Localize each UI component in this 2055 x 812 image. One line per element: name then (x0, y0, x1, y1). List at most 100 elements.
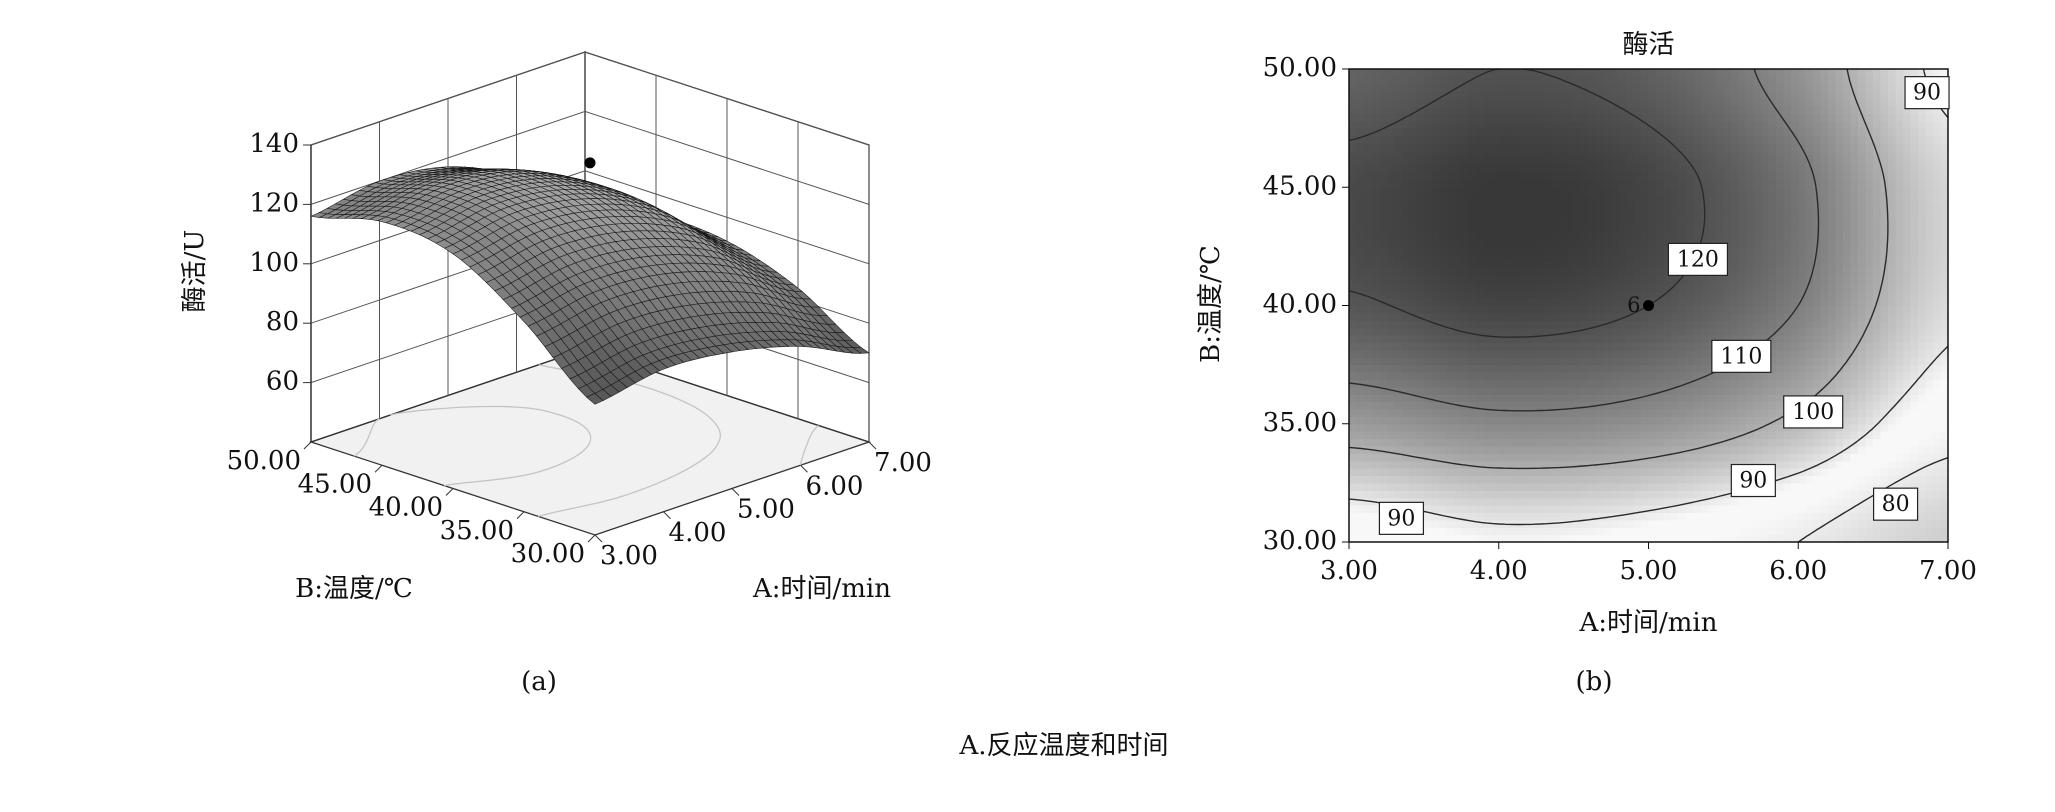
shade-cell (1581, 216, 1590, 225)
shade-cell (1940, 216, 1949, 225)
shade-cell (1663, 408, 1672, 417)
shade-cell (1685, 209, 1695, 218)
shade-cell (1813, 453, 1822, 462)
shade-cell (1641, 475, 1650, 484)
shade-cell (1903, 468, 1912, 477)
shade-cell (1820, 275, 1829, 284)
shade-cell (1678, 290, 1687, 299)
shade-cell (1805, 202, 1814, 211)
shade-cell (1895, 416, 1904, 425)
shade-cell (1813, 519, 1822, 528)
shade-cell (1416, 209, 1425, 218)
shade-cell (1603, 261, 1612, 270)
shade-cell (1378, 431, 1388, 440)
shade-cell (1371, 320, 1380, 329)
shade-cell (1940, 231, 1949, 240)
shade-cell (1536, 386, 1545, 395)
shade-cell (1566, 202, 1575, 211)
shade-cell (1918, 342, 1927, 351)
shade-cell (1933, 401, 1942, 410)
shade-cell (1730, 275, 1739, 284)
shade-cell (1408, 187, 1417, 196)
shade-cell (1745, 335, 1754, 344)
shade-cell (1378, 349, 1388, 358)
shade-cell (1356, 298, 1365, 307)
shade-cell (1423, 364, 1432, 373)
shade-cell (1798, 490, 1807, 499)
shade-cell (1738, 497, 1747, 506)
shade-cell (1521, 327, 1530, 336)
shade-cell (1596, 290, 1605, 299)
shade-cell (1641, 453, 1650, 462)
shade-cell (1858, 519, 1867, 528)
shade-cell (1581, 519, 1590, 528)
shade-cell (1566, 490, 1575, 499)
shade-cell (1685, 283, 1695, 292)
shade-cell (1611, 320, 1620, 329)
shade-cell (1349, 475, 1358, 484)
shade-cell (1708, 224, 1717, 233)
shade-cell (1693, 298, 1702, 307)
shade-cell (1349, 187, 1358, 196)
shade-cell (1745, 423, 1754, 432)
shade-cell (1581, 209, 1590, 218)
shade-cell (1363, 438, 1373, 447)
shade-cell (1700, 490, 1709, 499)
shade-cell (1715, 372, 1724, 381)
shade-cell (1626, 475, 1635, 484)
shade-cell (1903, 342, 1912, 351)
floor-contour (353, 405, 592, 487)
shade-cell (1888, 312, 1897, 321)
shade-cell (1423, 305, 1432, 314)
shade-cell (1611, 290, 1620, 299)
shade-cell (1363, 216, 1373, 225)
shade-cell (1393, 290, 1403, 299)
shade-cell (1349, 364, 1358, 373)
shade-cell (1888, 394, 1897, 403)
shade-cell (1933, 482, 1942, 491)
shade-cell (1431, 283, 1440, 292)
shade-cell (1573, 386, 1582, 395)
shade-cell (1476, 246, 1485, 255)
shade-cell (1431, 246, 1440, 255)
shade-cell (1633, 246, 1642, 255)
shade-cell (1611, 453, 1620, 462)
shade-cell (1715, 231, 1724, 240)
shade-cell (1805, 349, 1814, 358)
shade-cell (1349, 408, 1358, 417)
shade-cell (1603, 342, 1612, 351)
shade-cell (1401, 327, 1410, 336)
shade-cell (1513, 327, 1522, 336)
shade-cell (1700, 283, 1709, 292)
shade-cell (1835, 482, 1844, 491)
shade-cell (1790, 283, 1799, 292)
shade-cell (1715, 335, 1724, 344)
shade-cell (1873, 519, 1882, 528)
shade-cell (1738, 512, 1747, 521)
shade-cell (1903, 482, 1912, 491)
shade-cell (1378, 320, 1388, 329)
shade-cell (1588, 261, 1597, 270)
shade-cell (1468, 290, 1477, 299)
shade-cell (1483, 261, 1492, 270)
shade-cell (1895, 349, 1904, 358)
shade-cell (1588, 320, 1597, 329)
shade-cell (1753, 453, 1762, 462)
shade-cell (1356, 497, 1365, 506)
shade-cell (1678, 379, 1687, 388)
shade-cell (1895, 438, 1904, 447)
shade-cell (1378, 238, 1388, 247)
shade-cell (1775, 460, 1784, 469)
shade-cell (1805, 460, 1814, 469)
shade-cell (1438, 290, 1447, 299)
shade-cell (1850, 416, 1859, 425)
shade-cell (1371, 275, 1380, 284)
shade-cell (1558, 335, 1567, 344)
shade-cell (1349, 349, 1358, 358)
shade-cell (1371, 194, 1380, 203)
shade-cell (1700, 482, 1709, 491)
shade-cell (1730, 238, 1739, 247)
shade-cell (1416, 475, 1425, 484)
shade-cell (1393, 216, 1403, 225)
shade-cell (1438, 187, 1447, 196)
